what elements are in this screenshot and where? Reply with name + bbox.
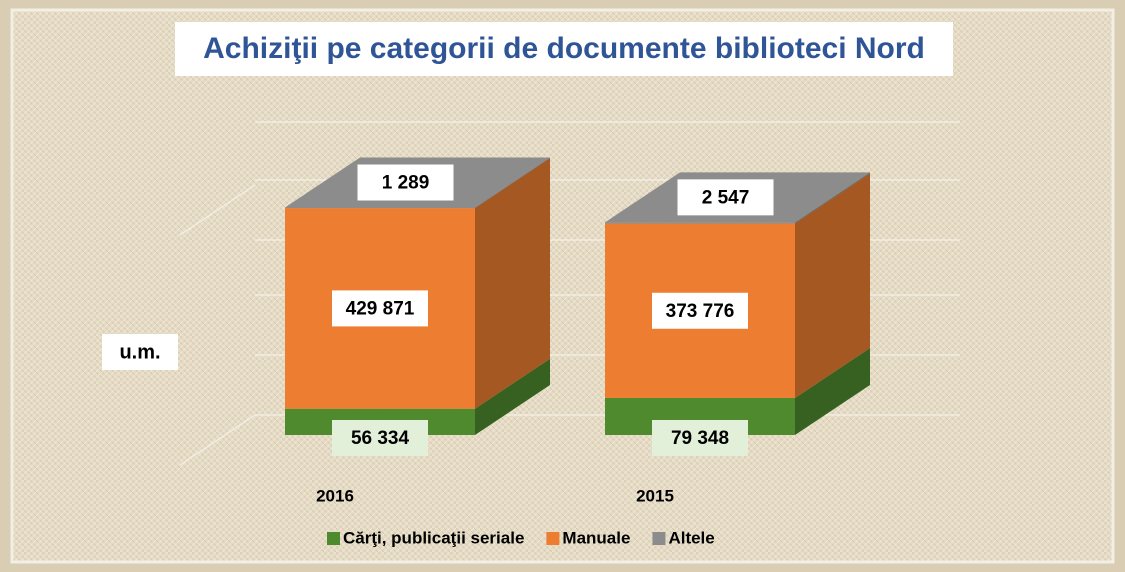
value-label-box <box>652 420 748 456</box>
legend-swatch <box>546 532 560 545</box>
value-label-box <box>677 179 774 216</box>
legend-swatch <box>652 532 666 545</box>
bar-side <box>475 157 550 209</box>
value-label: 373 776 <box>666 301 735 322</box>
legend-label: Cărţi, publicaţii seriale <box>343 528 524 547</box>
bar <box>605 222 795 224</box>
grid-line <box>179 184 256 236</box>
bar-side <box>475 358 550 435</box>
bar-side <box>475 158 550 409</box>
legend-label: Altele <box>668 528 714 547</box>
y-label-box <box>102 334 178 370</box>
bar-side <box>795 347 870 435</box>
value-label-box <box>652 292 748 329</box>
value-label-box <box>332 420 428 456</box>
legend-swatch <box>327 532 340 545</box>
y-axis-label: u.m. <box>119 341 160 363</box>
bar-side <box>795 173 870 398</box>
value-label: 56 334 <box>351 428 410 449</box>
chart-title: Achiziţii pe categorii de documente bibl… <box>203 32 925 65</box>
bar-side <box>795 172 870 224</box>
bar <box>285 207 475 209</box>
value-label: 429 871 <box>346 298 415 319</box>
legend-label: Manuale <box>562 528 630 547</box>
x-tick-label: 2015 <box>636 486 674 505</box>
value-label: 79 348 <box>671 428 729 449</box>
grid-line <box>179 414 256 466</box>
value-label-box <box>357 164 454 201</box>
value-label: 2 547 <box>702 187 750 208</box>
value-label-box <box>332 290 428 327</box>
background <box>10 8 1115 564</box>
value-label: 1 289 <box>382 173 430 194</box>
title-box <box>175 22 953 76</box>
x-tick-label: 2016 <box>316 486 354 505</box>
